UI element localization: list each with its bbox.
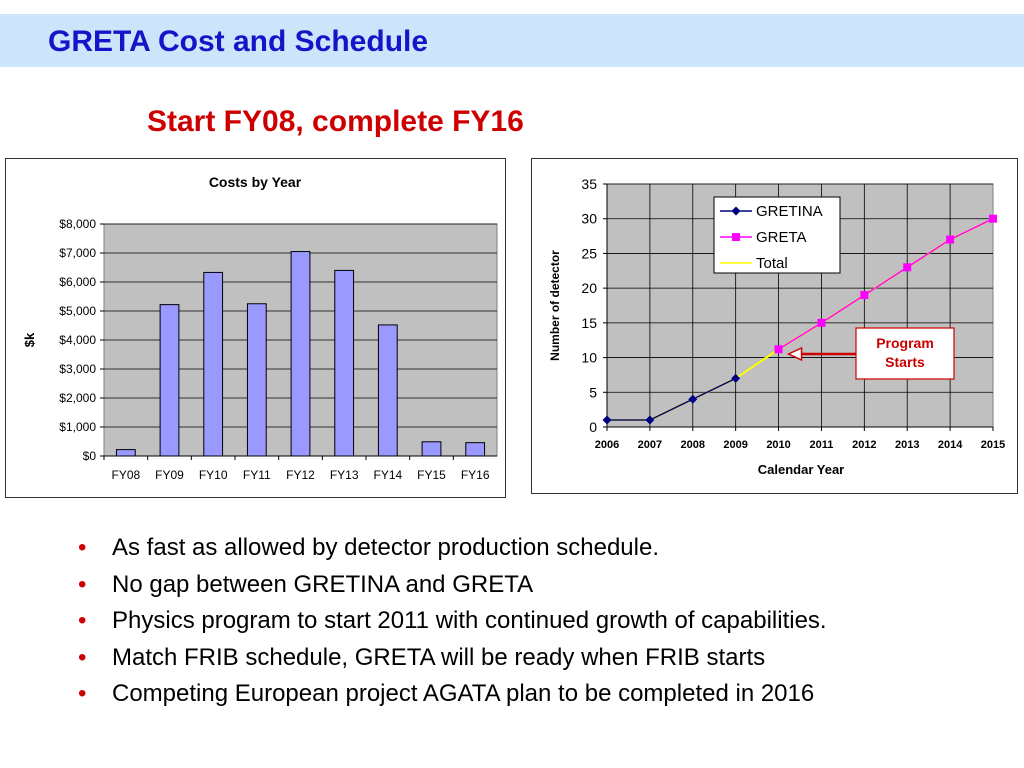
bullet-item: • As fast as allowed by detector producti… [78,530,827,567]
bar [421,441,442,457]
bar [334,269,355,457]
x-tick-label: 2007 [638,439,662,451]
y-tick-label: $1,000 [59,420,96,434]
bullet-icon: • [78,534,87,561]
y-tick-label: $8,000 [59,217,96,231]
bullet-text: Physics program to start 2011 with conti… [112,607,827,635]
detector-line-chart: 0 5 10 15 20 25 30 35 2006 2007 2008 2009 2010 2011 20… [548,176,1005,477]
bullet-icon: • [78,643,87,671]
page-title: GRETA Cost and Schedule [48,25,429,58]
x-tick-label: FY11 [243,468,271,482]
x-tick-label: FY14 [373,468,402,482]
y-tick-label: 5 [589,384,597,400]
legend-marker [732,233,740,241]
x-tick-label: 2008 [681,439,705,451]
y-tick-label: $2,000 [59,391,96,405]
data-point [602,415,612,425]
bar [246,303,267,457]
x-tick-label: FY08 [111,468,140,482]
data-point [688,394,698,404]
bullet-icon: • [78,570,87,598]
callout-box [855,327,955,380]
x-tick-label: FY15 [417,468,446,482]
y-tick-label: $0 [83,449,97,463]
bar [115,449,136,457]
bullet-text: Match FRIB schedule, GRETA will be ready… [112,643,766,671]
x-tick-label: 2011 [810,439,834,451]
data-point [645,415,655,425]
x-tick-label: FY16 [461,468,490,482]
series-line [778,218,994,350]
y-tick-label: $4,000 [59,333,96,347]
bullet-item: • Physics program to start 2011 with cont… [78,603,827,640]
y-tick-label: 30 [581,211,597,227]
detector-chart-frame: 0 5 10 15 20 25 30 35 2006 2007 2008 2009 2010 2011 20… [531,158,1018,494]
bullet-text: No gap between GRETINA and GRETA [112,570,534,598]
y-tick-label: 0 [589,419,597,435]
y-axis-label: Number of detector [548,250,562,361]
x-tick-label: FY10 [199,468,228,482]
x-tick-label: 2006 [595,439,619,451]
bar [203,271,224,457]
data-point [989,214,997,223]
series-line [607,377,736,421]
callout-text: Program [876,335,934,351]
callout-arrow-head [786,346,803,362]
y-tick-label: 15 [581,315,597,331]
data-point [860,291,869,300]
bar [290,251,311,457]
slide-subtitle: Start FY08, complete FY16 [147,105,524,138]
x-tick-label: 2012 [852,439,876,451]
bullet-list: • As fast as allowed by detector producti… [78,530,827,713]
costs-chart-frame: Costs by Year $0 $1,000 $2,000 $3,000 $4,000 $… [5,158,506,498]
data-point [731,373,741,383]
header-band [0,14,1024,67]
legend-label: GRETINA [756,203,823,220]
bullet-icon: • [78,680,87,708]
x-tick-label: FY13 [330,468,359,482]
y-tick-label: 20 [581,280,597,296]
x-tick-label: 2015 [981,439,1005,451]
x-tick-label: 2014 [938,439,963,451]
data-point [903,263,912,272]
y-tick-label: 35 [581,176,597,192]
legend-label: Total [756,255,788,272]
x-axis-label: Calendar Year [758,462,844,477]
x-tick-label: 2009 [723,439,747,451]
bullet-item: • Match FRIB schedule, GRETA will be read… [78,640,827,677]
y-tick-label: $3,000 [59,362,96,376]
bullet-item: • Competing European project AGATA plan t… [78,676,827,713]
y-tick-label: $6,000 [59,275,96,289]
legend-label: GRETA [756,229,807,246]
bullet-icon: • [78,607,87,635]
y-tick-label: 25 [581,245,597,261]
x-tick-label: FY12 [286,468,315,482]
y-axis-label: $k [22,332,37,347]
chart-title: Costs by Year [209,174,302,190]
bar [377,324,398,457]
x-tick-label: 2013 [895,439,919,451]
y-tick-label: $5,000 [59,304,96,318]
bullet-item: • No gap between GRETINA and GRETA [78,567,827,604]
data-point [774,345,783,354]
x-tick-label: FY09 [155,468,184,482]
bar [465,442,486,457]
y-tick-label: $7,000 [59,246,96,260]
legend-marker [731,206,741,216]
y-tick-label: 10 [581,350,597,366]
bar [159,304,180,457]
bullet-text: As fast as allowed by detector productio… [112,534,659,561]
data-point [817,318,826,327]
bullet-text: Competing European project AGATA plan to… [112,680,815,708]
callout-text: Starts [885,354,925,370]
costs-bar-chart: Costs by Year $0 $1,000 $2,000 $3,000 $4,000 $… [22,174,498,482]
x-tick-label: 2010 [766,439,790,451]
data-point [946,235,955,244]
